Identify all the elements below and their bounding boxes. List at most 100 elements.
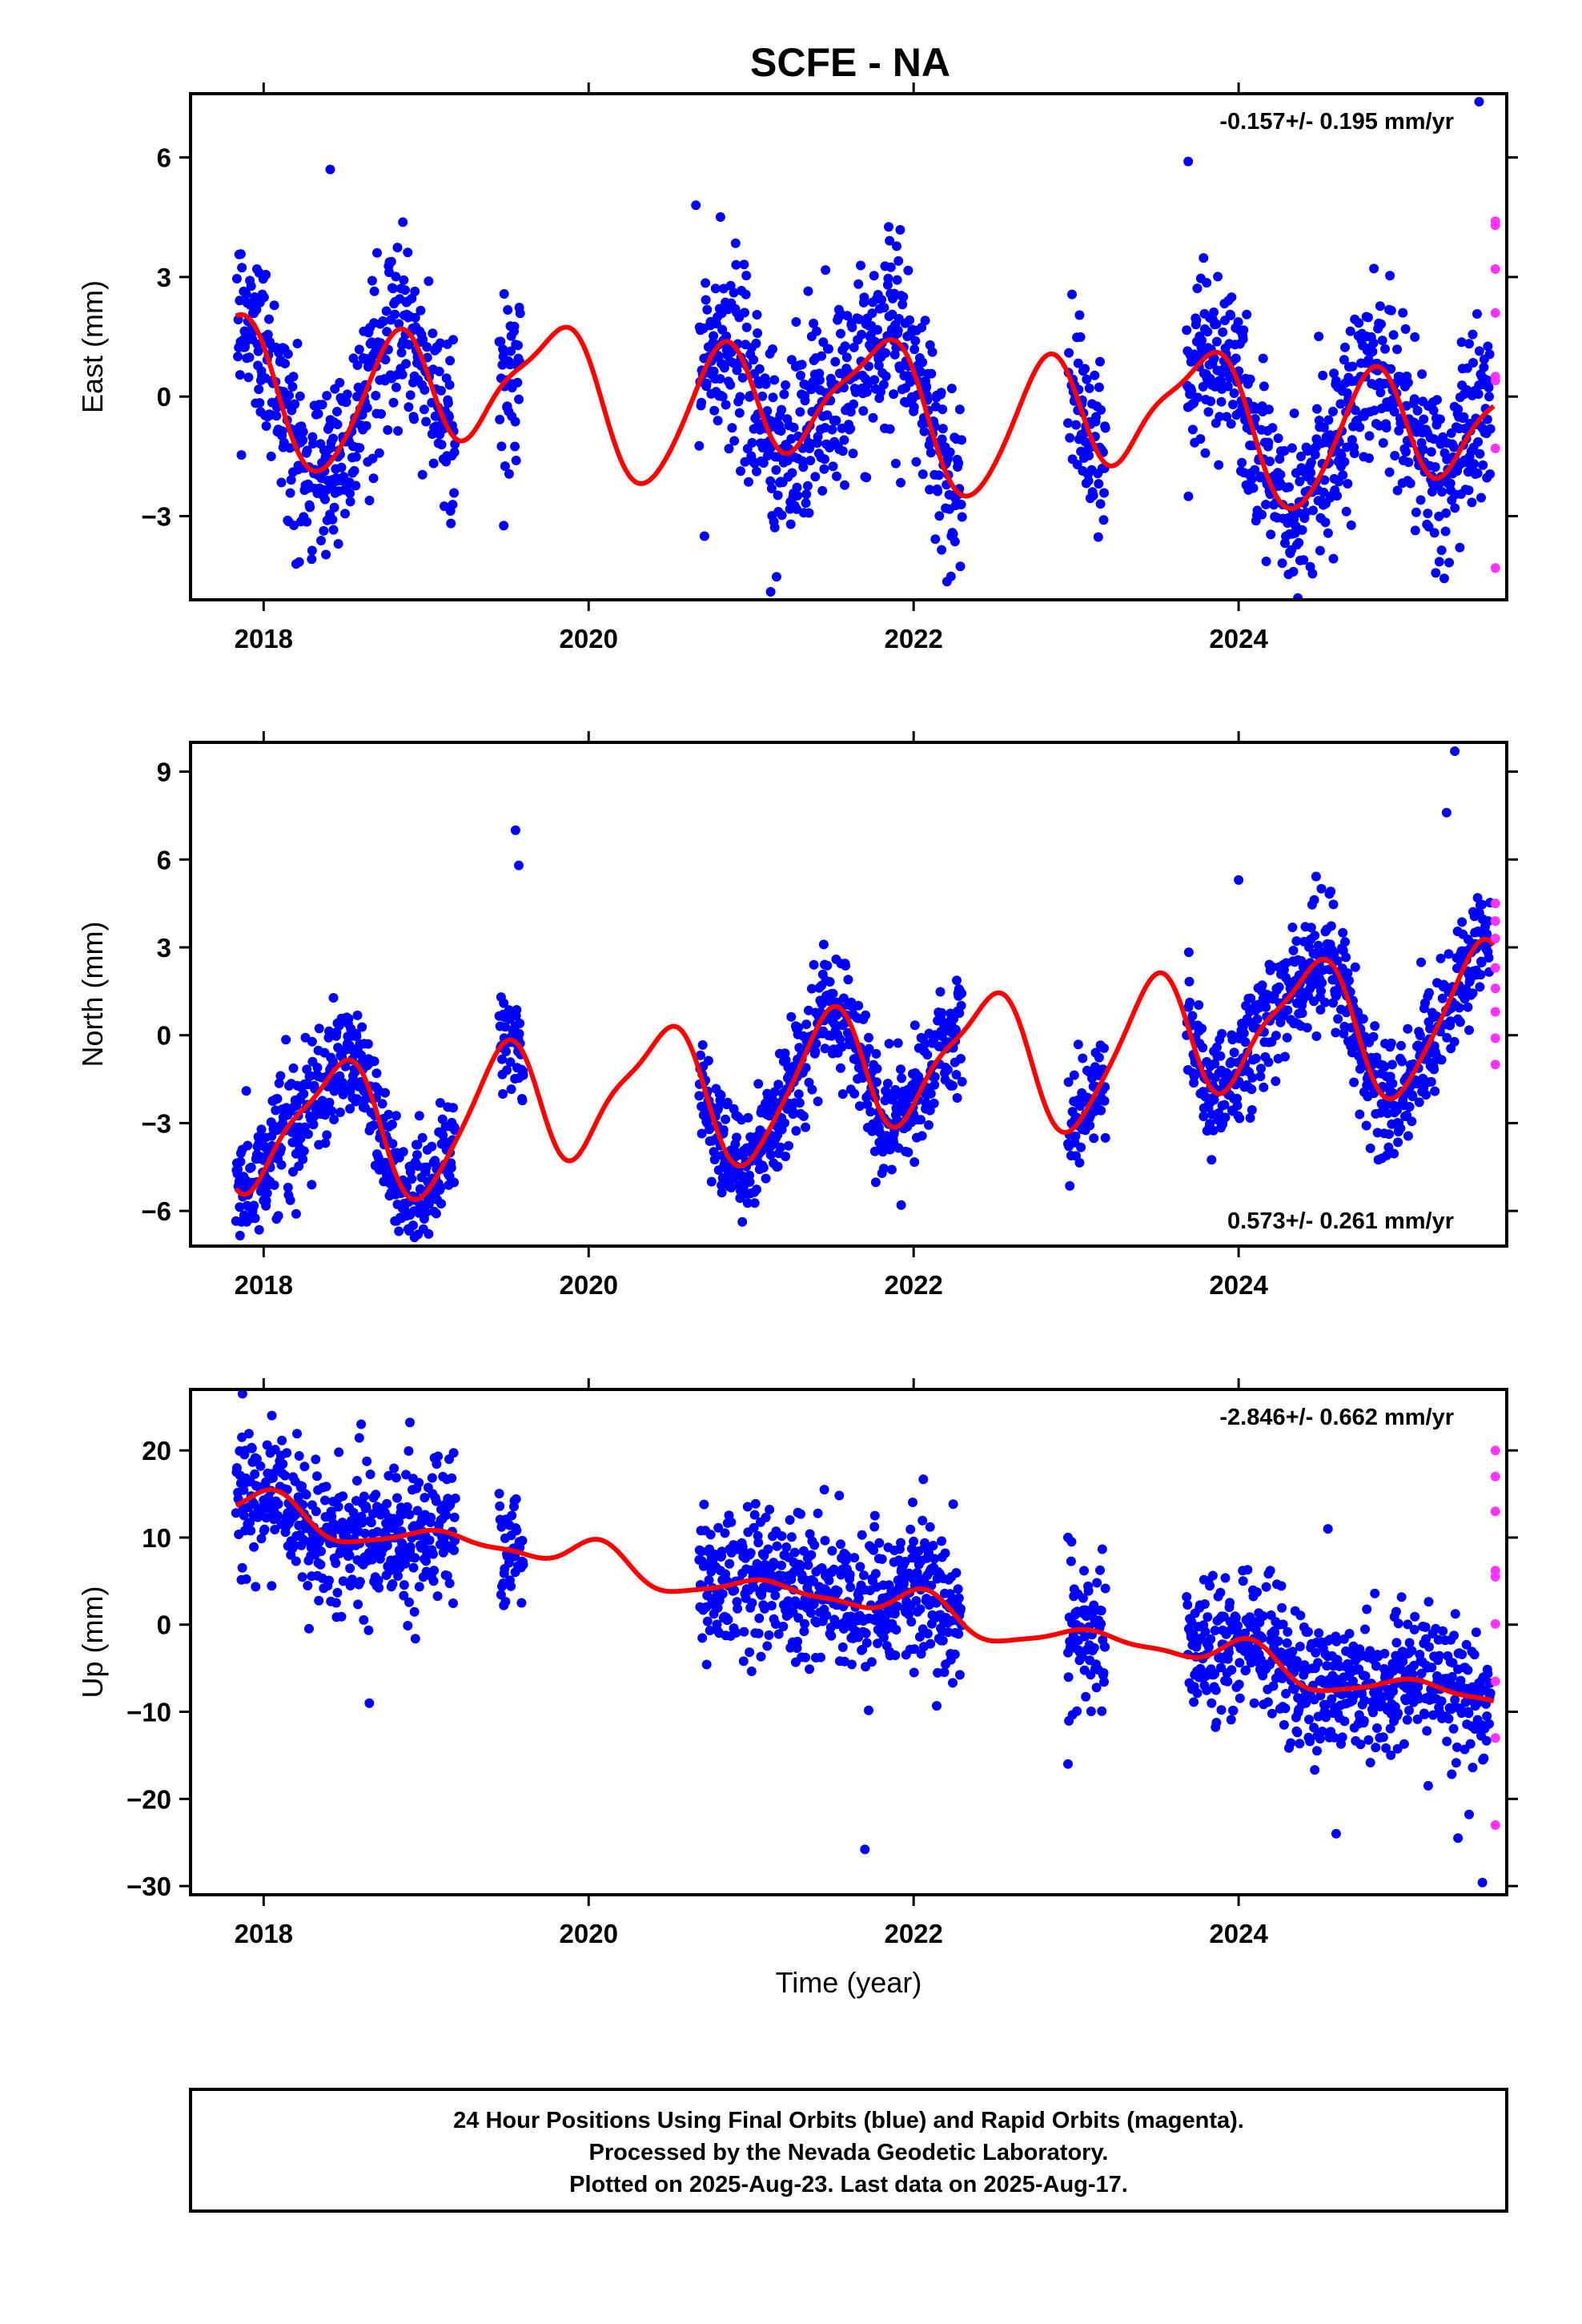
- final-point: [699, 1499, 709, 1510]
- final-point: [1206, 1634, 1216, 1644]
- final-point: [316, 536, 326, 545]
- final-point: [1211, 319, 1222, 329]
- final-point: [1412, 405, 1423, 416]
- y-tick-label: 6: [157, 845, 171, 875]
- final-point: [763, 1544, 773, 1554]
- final-point: [241, 1086, 251, 1096]
- final-point: [952, 1093, 962, 1103]
- final-point: [1240, 1037, 1251, 1047]
- final-point: [1355, 422, 1365, 432]
- final-point: [509, 321, 520, 332]
- final-point: [793, 490, 803, 501]
- final-point: [737, 372, 748, 383]
- final-point: [294, 1451, 304, 1461]
- final-point: [426, 1512, 436, 1522]
- final-point: [1378, 1732, 1388, 1743]
- final-point: [1355, 1739, 1366, 1750]
- final-point: [1097, 1706, 1107, 1716]
- final-point: [725, 380, 736, 390]
- final-point: [893, 1038, 903, 1048]
- final-point: [829, 1564, 839, 1574]
- final-point: [813, 1096, 823, 1107]
- final-point: [374, 1582, 384, 1593]
- final-point: [791, 317, 801, 327]
- final-point: [822, 410, 833, 420]
- final-point: [817, 999, 827, 1009]
- final-point: [1247, 1072, 1258, 1083]
- final-point: [1094, 382, 1104, 392]
- final-point: [732, 1132, 741, 1143]
- final-point: [352, 1094, 362, 1104]
- final-point: [499, 998, 509, 1008]
- final-point: [1414, 1097, 1424, 1108]
- final-point: [399, 1580, 409, 1590]
- final-point: [1309, 895, 1319, 905]
- final-point: [403, 1621, 413, 1630]
- final-point: [773, 452, 783, 462]
- final-point: [694, 440, 705, 451]
- final-point: [916, 1115, 926, 1125]
- final-point: [836, 328, 845, 339]
- final-point: [408, 1220, 418, 1231]
- final-point: [294, 634, 303, 644]
- final-point: [1200, 1626, 1211, 1637]
- final-point: [957, 435, 967, 445]
- final-point: [494, 1489, 504, 1499]
- final-point: [1286, 1738, 1296, 1748]
- final-point: [765, 587, 776, 597]
- final-point: [400, 285, 410, 296]
- final-point: [1484, 349, 1495, 360]
- final-point: [354, 344, 364, 355]
- final-point: [1468, 329, 1478, 340]
- final-point: [1474, 97, 1484, 107]
- final-point: [1288, 566, 1299, 577]
- final-point: [821, 1610, 832, 1620]
- final-point: [1210, 1059, 1220, 1069]
- final-point: [1067, 289, 1077, 300]
- rapid-point: [1490, 1007, 1500, 1017]
- final-point: [1100, 1642, 1110, 1652]
- final-point: [1332, 491, 1342, 501]
- final-point: [311, 1506, 321, 1517]
- final-point: [329, 502, 339, 513]
- final-point: [328, 525, 339, 535]
- final-point: [1266, 529, 1276, 540]
- final-point: [1368, 338, 1379, 348]
- final-point: [1261, 1002, 1271, 1012]
- final-point: [1094, 1052, 1104, 1063]
- final-point: [437, 1114, 448, 1124]
- final-point: [299, 1088, 309, 1099]
- final-point: [429, 1566, 440, 1576]
- final-point: [858, 406, 869, 416]
- final-point: [1223, 1676, 1233, 1687]
- final-point: [369, 1120, 379, 1130]
- final-point: [394, 1226, 404, 1236]
- final-point: [847, 322, 857, 332]
- final-point: [750, 1498, 761, 1509]
- final-point: [773, 1629, 784, 1639]
- final-point: [697, 397, 707, 408]
- final-point: [757, 391, 768, 401]
- final-point: [302, 445, 312, 456]
- final-point: [1415, 495, 1426, 505]
- final-point: [1329, 948, 1339, 959]
- final-point: [391, 1473, 401, 1483]
- final-point: [939, 1667, 950, 1678]
- final-point: [301, 1490, 311, 1500]
- final-point: [820, 1043, 830, 1054]
- final-point: [270, 1445, 280, 1455]
- final-point: [430, 1156, 440, 1166]
- final-point: [839, 435, 849, 445]
- final-point: [779, 389, 789, 400]
- final-point: [235, 1156, 246, 1167]
- final-point: [753, 1079, 764, 1089]
- final-point: [905, 315, 915, 325]
- final-point: [1423, 521, 1434, 532]
- final-point: [383, 425, 393, 435]
- final-point: [878, 380, 889, 390]
- final-point: [1432, 395, 1442, 405]
- final-point: [1096, 1105, 1106, 1116]
- final-point: [930, 1072, 940, 1082]
- final-point: [410, 286, 420, 296]
- final-point: [1431, 568, 1441, 578]
